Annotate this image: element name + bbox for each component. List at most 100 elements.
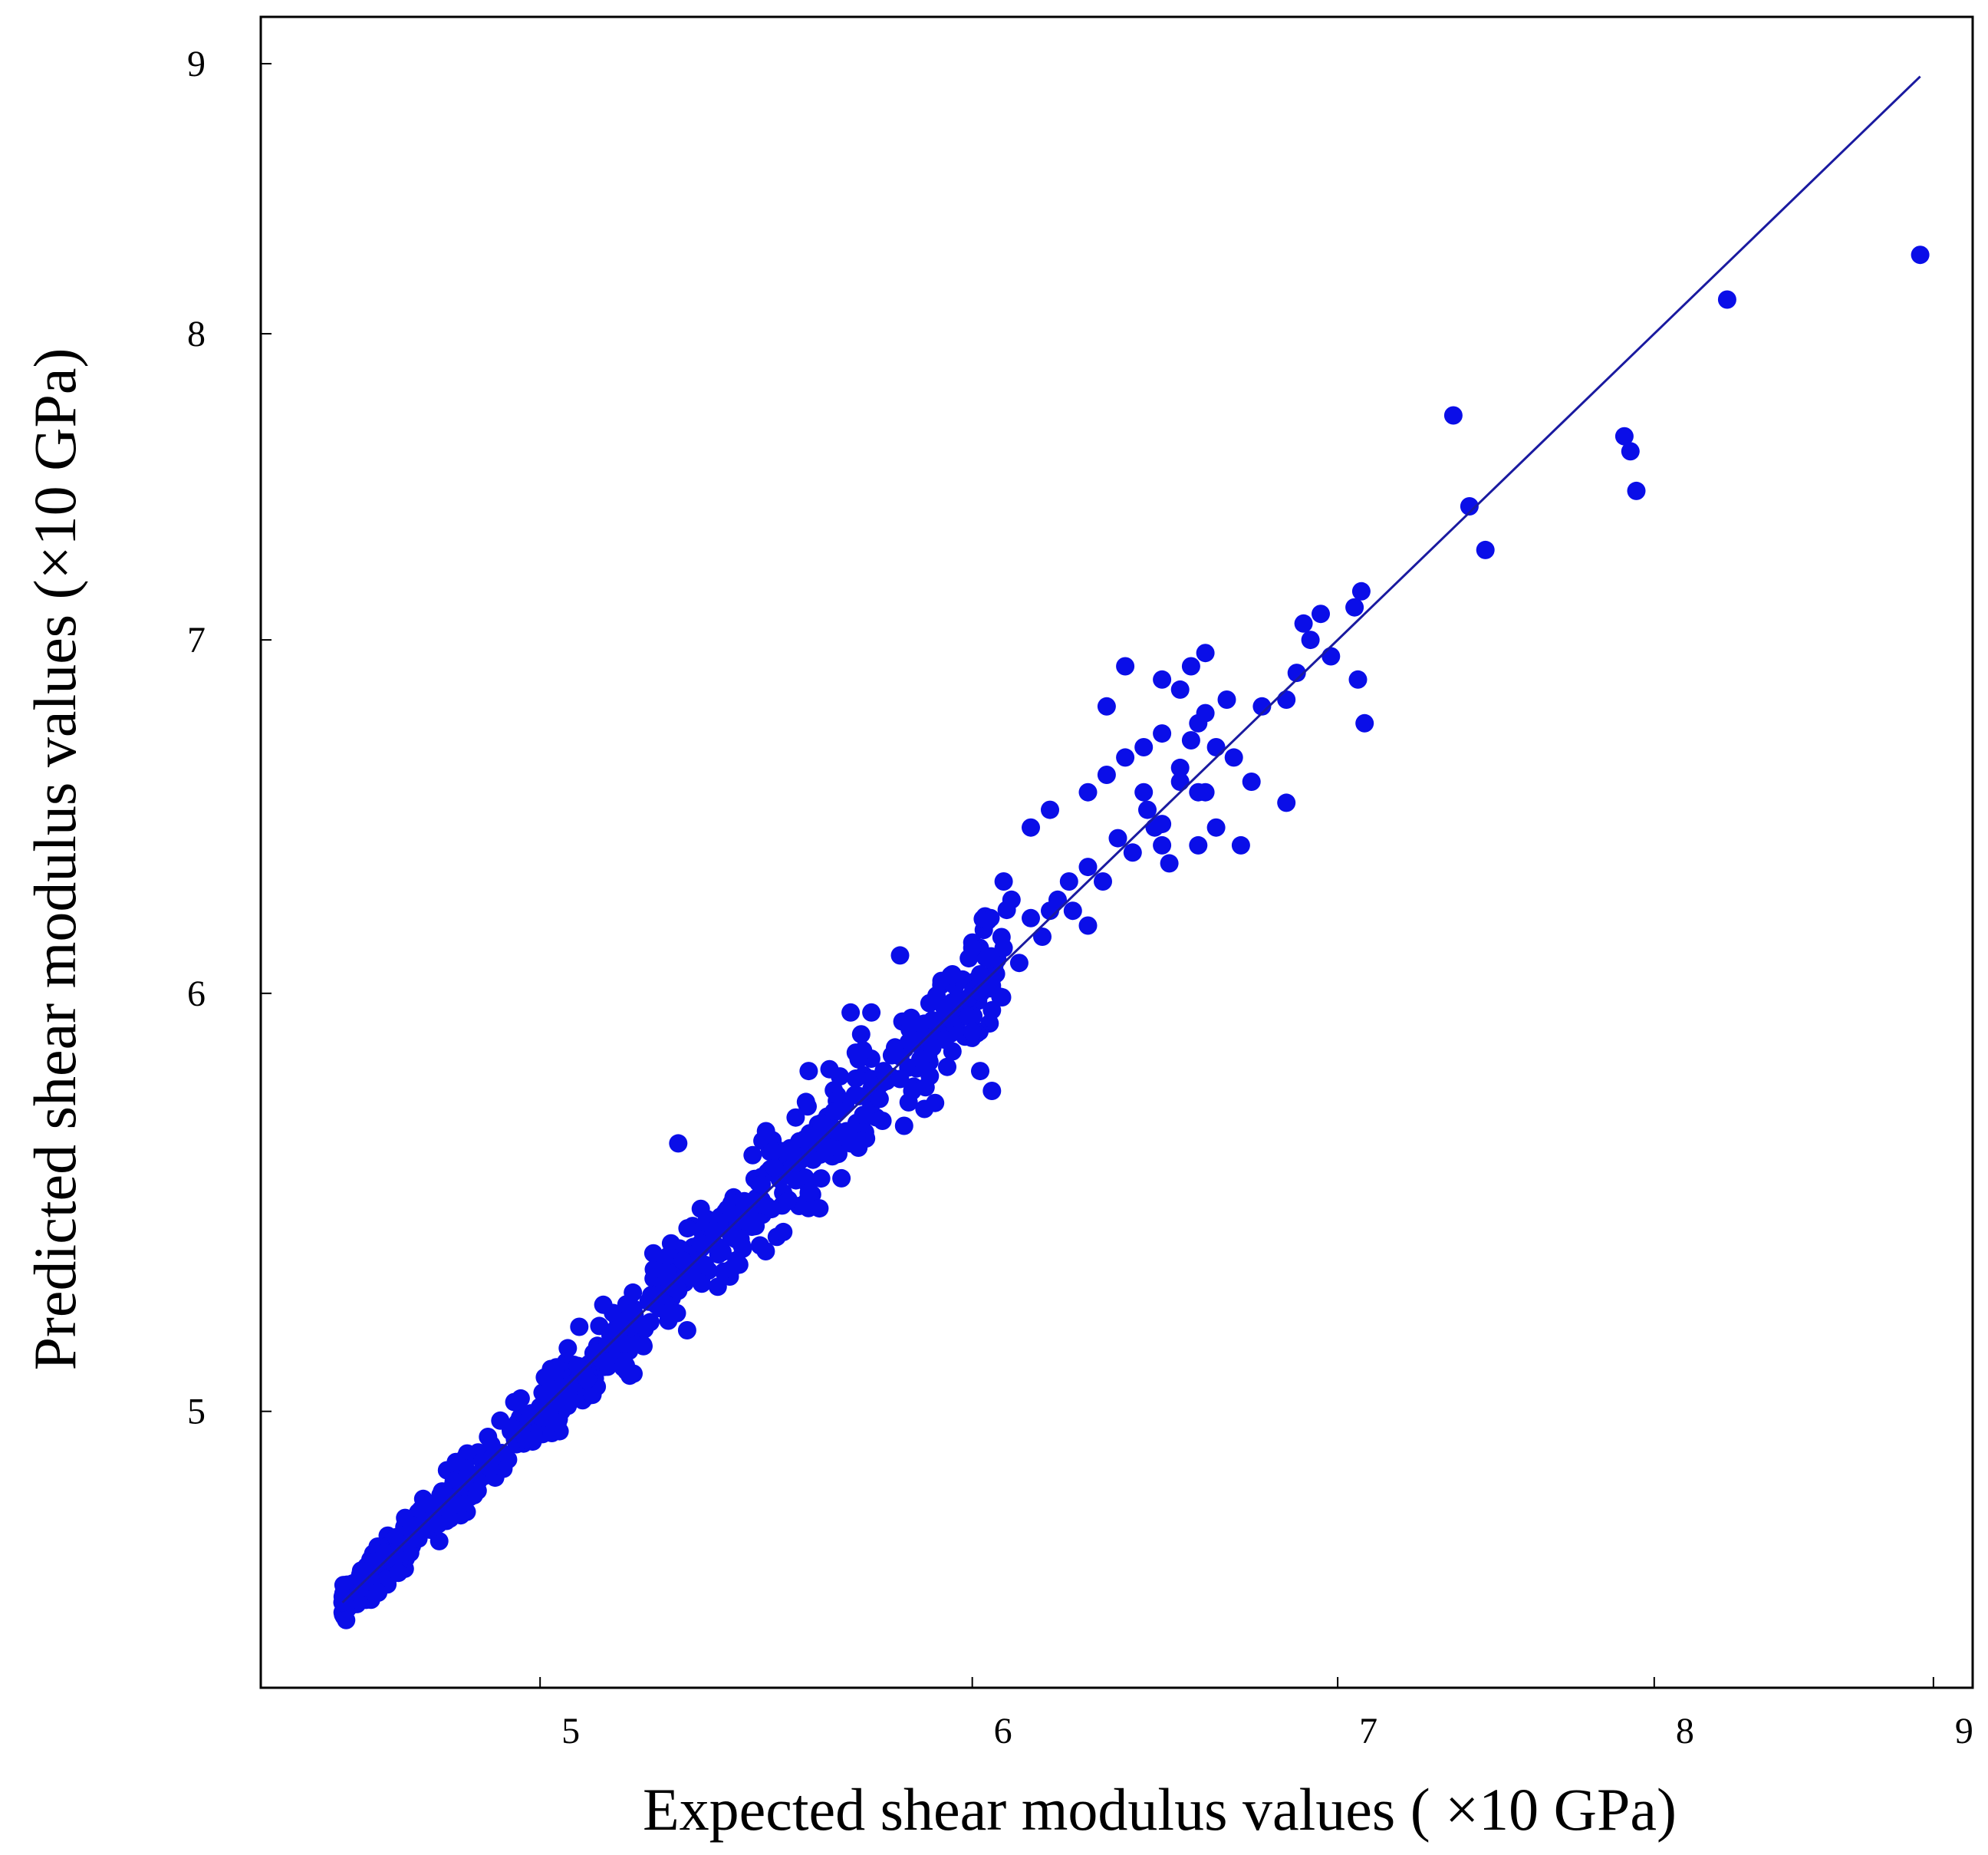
data-point bbox=[1134, 738, 1154, 756]
data-point bbox=[1321, 647, 1341, 666]
data-point bbox=[559, 1388, 578, 1407]
data-point bbox=[1294, 614, 1313, 633]
data-point bbox=[1312, 605, 1330, 624]
data-point bbox=[726, 1230, 746, 1249]
data-point bbox=[682, 1268, 701, 1287]
data-point bbox=[915, 1099, 934, 1119]
data-point bbox=[890, 946, 910, 965]
data-point bbox=[1002, 890, 1021, 909]
y-tick-label: 5 bbox=[187, 1392, 206, 1432]
data-point bbox=[994, 872, 1013, 891]
data-point bbox=[799, 1062, 818, 1081]
data-point bbox=[882, 1046, 901, 1065]
data-point bbox=[1476, 540, 1495, 559]
data-point bbox=[845, 1086, 864, 1105]
data-point bbox=[890, 1069, 910, 1089]
data-point bbox=[389, 1563, 408, 1583]
data-point bbox=[1097, 766, 1116, 784]
data-point bbox=[1717, 290, 1736, 309]
data-point bbox=[1614, 427, 1634, 446]
reference-line-group bbox=[341, 75, 1921, 1603]
data-point bbox=[750, 1236, 769, 1255]
data-point bbox=[979, 911, 998, 930]
data-point bbox=[743, 1145, 762, 1165]
data-point bbox=[1460, 497, 1479, 516]
data-point bbox=[756, 1122, 775, 1141]
data-point bbox=[938, 1057, 956, 1076]
data-point bbox=[643, 1244, 663, 1263]
data-point bbox=[1170, 758, 1190, 777]
data-point bbox=[1123, 843, 1142, 862]
data-point bbox=[903, 1030, 922, 1049]
data-point bbox=[982, 1000, 1002, 1020]
data-point bbox=[590, 1316, 609, 1336]
data-point bbox=[994, 938, 1013, 957]
data-point bbox=[1033, 928, 1052, 946]
data-point bbox=[959, 1007, 978, 1026]
x-tick-label: 8 bbox=[1676, 1711, 1694, 1751]
data-point bbox=[337, 1610, 356, 1629]
data-point bbox=[841, 1003, 861, 1022]
data-point bbox=[1348, 670, 1368, 689]
data-point bbox=[756, 1196, 775, 1215]
data-point bbox=[505, 1392, 524, 1412]
data-point bbox=[1078, 783, 1098, 802]
x-tick-label: 9 bbox=[1955, 1711, 1973, 1751]
data-point bbox=[1153, 670, 1172, 689]
data-point bbox=[659, 1246, 678, 1265]
data-point bbox=[1181, 657, 1200, 676]
data-point bbox=[923, 1038, 942, 1057]
data-point bbox=[903, 1082, 922, 1100]
data-point bbox=[920, 993, 939, 1013]
y-tick-label: 7 bbox=[187, 620, 206, 661]
data-point bbox=[1627, 481, 1646, 500]
data-point bbox=[820, 1059, 839, 1079]
plot-frame bbox=[259, 15, 1974, 1689]
plot-border bbox=[259, 15, 1974, 1689]
data-point bbox=[578, 1370, 597, 1389]
data-point bbox=[1224, 748, 1243, 767]
x-tick-label: 5 bbox=[561, 1711, 580, 1751]
data-point bbox=[735, 1191, 754, 1211]
data-point bbox=[971, 1062, 989, 1081]
data-point bbox=[1196, 703, 1215, 723]
data-point bbox=[841, 1134, 861, 1153]
data-point bbox=[982, 976, 1002, 995]
x-axis-title: Expected shear modulus values ( ×10 GPa) bbox=[643, 1776, 1677, 1843]
data-point bbox=[1287, 664, 1306, 683]
data-point bbox=[669, 1134, 688, 1153]
data-point bbox=[1189, 835, 1208, 855]
data-point bbox=[1911, 245, 1930, 265]
data-point bbox=[570, 1317, 589, 1336]
data-point bbox=[634, 1336, 653, 1355]
data-point bbox=[923, 1010, 942, 1030]
data-point bbox=[1041, 901, 1059, 921]
data-point bbox=[1443, 406, 1463, 425]
data-point bbox=[1170, 680, 1190, 699]
data-point bbox=[677, 1321, 696, 1339]
data-point bbox=[704, 1221, 723, 1241]
data-point bbox=[799, 1183, 818, 1202]
data-point bbox=[369, 1583, 388, 1602]
data-point bbox=[1242, 773, 1261, 791]
data-point bbox=[547, 1358, 566, 1377]
data-point bbox=[763, 1142, 782, 1161]
data-point bbox=[982, 1082, 1002, 1100]
data-point bbox=[832, 1168, 851, 1188]
data-point bbox=[492, 1444, 512, 1462]
data-point bbox=[443, 1495, 462, 1514]
data-point bbox=[971, 965, 989, 984]
data-point bbox=[828, 1102, 848, 1121]
data-point bbox=[1621, 442, 1640, 461]
data-point bbox=[778, 1191, 797, 1211]
data-point bbox=[708, 1277, 727, 1297]
data-point bbox=[795, 1130, 814, 1149]
data-point bbox=[533, 1383, 552, 1402]
data-point bbox=[894, 1116, 913, 1135]
data-point bbox=[1355, 713, 1374, 733]
data-point bbox=[820, 1138, 839, 1157]
data-point bbox=[1116, 657, 1135, 676]
data-point bbox=[660, 1303, 679, 1322]
data-point bbox=[1345, 598, 1364, 617]
